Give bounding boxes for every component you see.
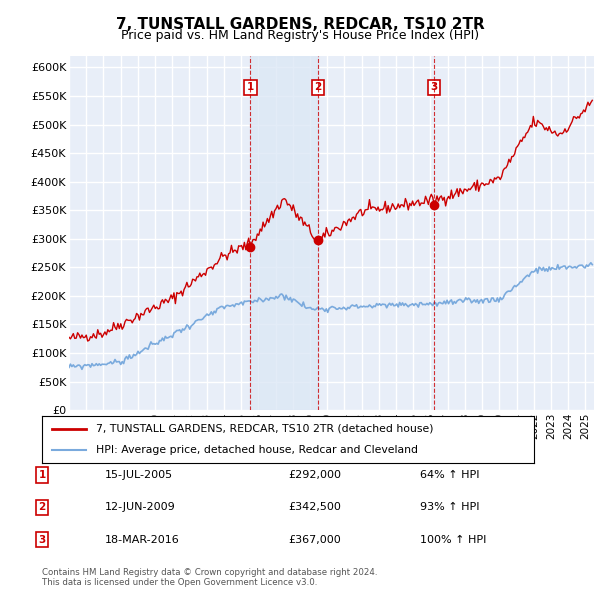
Text: 18-MAR-2016: 18-MAR-2016 [105,535,180,545]
Text: HPI: Average price, detached house, Redcar and Cleveland: HPI: Average price, detached house, Redc… [96,445,418,455]
Bar [250,56,318,410]
Text: 3: 3 [430,83,438,93]
Text: 93% ↑ HPI: 93% ↑ HPI [420,503,479,512]
Text: 2: 2 [38,503,46,512]
Text: 7, TUNSTALL GARDENS, REDCAR, TS10 2TR: 7, TUNSTALL GARDENS, REDCAR, TS10 2TR [116,17,484,31]
Text: 15-JUL-2005: 15-JUL-2005 [105,470,173,480]
Text: 2: 2 [314,83,322,93]
Text: 100% ↑ HPI: 100% ↑ HPI [420,535,487,545]
Text: 64% ↑ HPI: 64% ↑ HPI [420,470,479,480]
Text: 7, TUNSTALL GARDENS, REDCAR, TS10 2TR (detached house): 7, TUNSTALL GARDENS, REDCAR, TS10 2TR (d… [96,424,434,434]
Text: This data is licensed under the Open Government Licence v3.0.: This data is licensed under the Open Gov… [42,578,317,587]
Text: Contains HM Land Registry data © Crown copyright and database right 2024.: Contains HM Land Registry data © Crown c… [42,568,377,576]
Text: 12-JUN-2009: 12-JUN-2009 [105,503,176,512]
Text: 1: 1 [247,83,254,93]
Text: £367,000: £367,000 [288,535,341,545]
Text: 3: 3 [38,535,46,545]
Text: 1: 1 [38,470,46,480]
Text: £342,500: £342,500 [288,503,341,512]
Text: £292,000: £292,000 [288,470,341,480]
Text: Price paid vs. HM Land Registry's House Price Index (HPI): Price paid vs. HM Land Registry's House … [121,30,479,42]
